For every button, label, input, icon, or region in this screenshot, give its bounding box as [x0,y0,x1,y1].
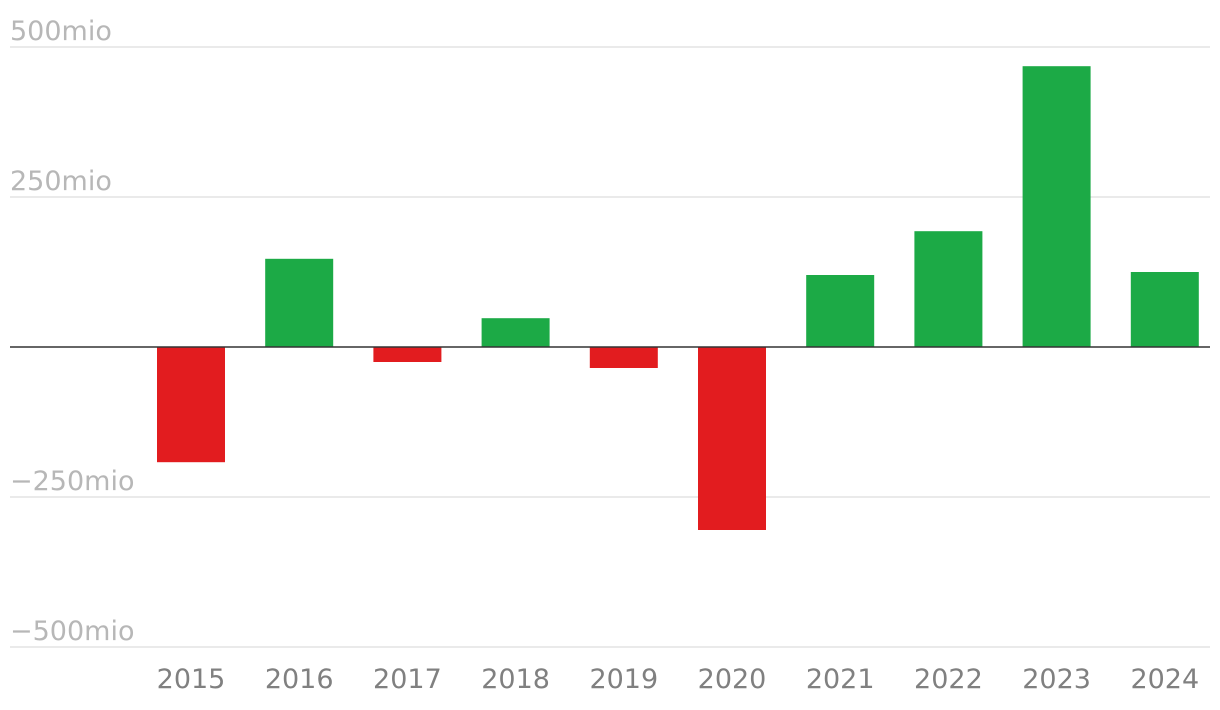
bar-2019 [589,347,658,368]
bar-2021 [806,275,875,347]
bar-2015 [157,347,225,463]
x-tick-label: 2015 [157,664,226,695]
y-tick-label: 500mio [10,16,112,47]
y-tick-labels: 500mio 250mio −250mio −500mio [10,16,134,647]
x-tick-label: 2023 [1022,664,1091,695]
x-tick-label: 2022 [914,664,983,695]
bars-layer [157,66,1199,530]
bar-2020 [698,347,766,530]
x-tick-label: 2017 [373,664,442,695]
bar-2016 [265,258,334,347]
x-tick-label: 2019 [589,664,658,695]
y-tick-label: −500mio [10,616,134,647]
x-tick-label: 2016 [265,664,334,695]
x-tick-label: 2018 [481,664,550,695]
x-tick-label: 2020 [698,664,767,695]
grid-layer [10,46,1210,648]
bar-2017 [373,347,442,362]
bar-2018 [481,318,550,347]
bar-2022 [914,231,983,347]
y-tick-label: 250mio [10,166,112,197]
bar-2023 [1022,66,1091,347]
x-tick-label: 2024 [1130,664,1199,695]
bar-2024 [1130,272,1199,347]
x-tick-labels: 2015 2016 2017 2018 2019 2020 2021 2022 2023 2024 [157,664,1200,695]
x-tick-label: 2021 [806,664,875,695]
y-tick-label: −250mio [10,466,134,497]
